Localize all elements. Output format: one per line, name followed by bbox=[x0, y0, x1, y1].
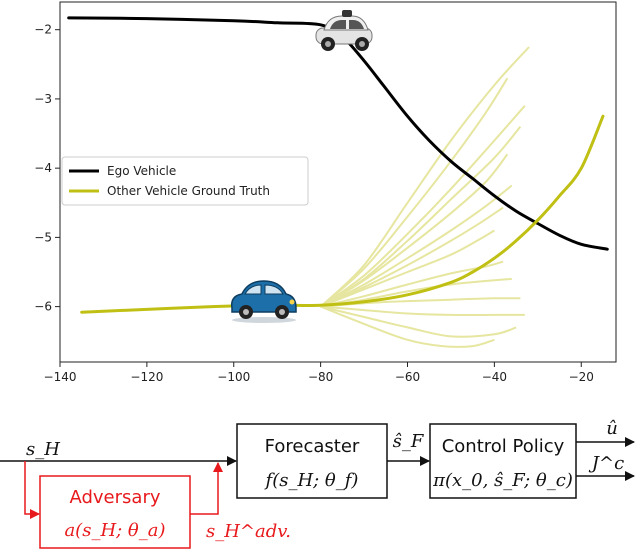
series-line-0 bbox=[67, 16, 609, 251]
adversary-output-label: s_H^adv. bbox=[206, 521, 291, 542]
adversary-box bbox=[39, 475, 191, 549]
y-tick-label-0: −2 bbox=[34, 23, 52, 37]
x-tick-label-4: −60 bbox=[395, 370, 420, 384]
block-diagram: s_H Forecaster f(s_H; θ_f) ŝ_F Control P… bbox=[0, 418, 635, 549]
control-policy-title: Control Policy bbox=[442, 436, 565, 457]
legend-label-other: Other Vehicle Ground Truth bbox=[107, 184, 270, 198]
legend-frame bbox=[61, 156, 309, 206]
y-tick-label-4: −6 bbox=[34, 300, 52, 314]
input-label: s_H bbox=[26, 439, 60, 460]
forecaster-formula: f(s_H; θ_f) bbox=[264, 470, 359, 491]
self-driving-car-icon bbox=[315, 10, 373, 51]
forecaster-title: Forecaster bbox=[265, 436, 360, 457]
y-tick-label-1: −3 bbox=[34, 92, 52, 106]
forecast-sample-line-8 bbox=[320, 260, 504, 308]
control-policy-formula: π(x_0, ŝ_F; θ_c) bbox=[432, 470, 573, 491]
forecast-sample-line-1 bbox=[319, 77, 509, 308]
forecast-sample-line-11 bbox=[320, 305, 525, 317]
adversary-title: Adversary bbox=[69, 487, 160, 508]
adversary-output-line bbox=[190, 462, 223, 515]
forecast-sample-line-6 bbox=[320, 206, 504, 308]
series-line-1 bbox=[80, 114, 605, 314]
output-u-label: û bbox=[606, 418, 618, 439]
forecast-sample-line-2 bbox=[320, 105, 526, 308]
x-tick-label-3: −80 bbox=[308, 370, 333, 384]
x-tick-label-6: −20 bbox=[569, 370, 594, 384]
forecast-sample-line-12 bbox=[320, 305, 517, 338]
trajectory-chart: −140 −120 −100 −80 −60 −40 −20 −2 −3 −4 −5 −6 Ego … bbox=[34, 1, 617, 384]
x-tick-label-2: −100 bbox=[217, 370, 250, 384]
forecast-sample-line-4 bbox=[320, 153, 509, 308]
y-tick-label-3: −5 bbox=[34, 230, 52, 244]
x-axis: −140 −120 −100 −80 −60 −40 −20 bbox=[44, 362, 594, 384]
forecast-sample-line-9 bbox=[320, 277, 512, 308]
forecast-sample-line-13 bbox=[320, 305, 495, 348]
y-axis: −2 −3 −4 −5 −6 bbox=[34, 23, 60, 314]
control-policy-box bbox=[429, 423, 577, 499]
x-tick-label-1: −120 bbox=[130, 370, 163, 384]
adversary-formula: a(s_H; θ_a) bbox=[64, 520, 165, 541]
y-tick-label-2: −4 bbox=[34, 161, 52, 175]
forecast-sample-line-5 bbox=[320, 184, 513, 308]
series-lines bbox=[67, 16, 609, 314]
forecast-sample-line-0 bbox=[319, 46, 530, 308]
forecast-samples bbox=[319, 46, 530, 348]
blue-car-icon bbox=[230, 280, 297, 323]
forecast-sample-line-7 bbox=[320, 229, 495, 308]
forecaster-box bbox=[236, 423, 388, 499]
forecast-output-label: ŝ_F bbox=[393, 431, 425, 452]
legend-label-ego: Ego Vehicle bbox=[107, 164, 176, 178]
legend: Ego Vehicle Other Vehicle Ground Truth bbox=[61, 156, 309, 206]
adversary-input-line bbox=[24, 461, 40, 519]
x-tick-label-5: −40 bbox=[482, 370, 507, 384]
x-tick-label-0: −140 bbox=[44, 370, 77, 384]
output-j-label: J^c bbox=[588, 453, 624, 474]
